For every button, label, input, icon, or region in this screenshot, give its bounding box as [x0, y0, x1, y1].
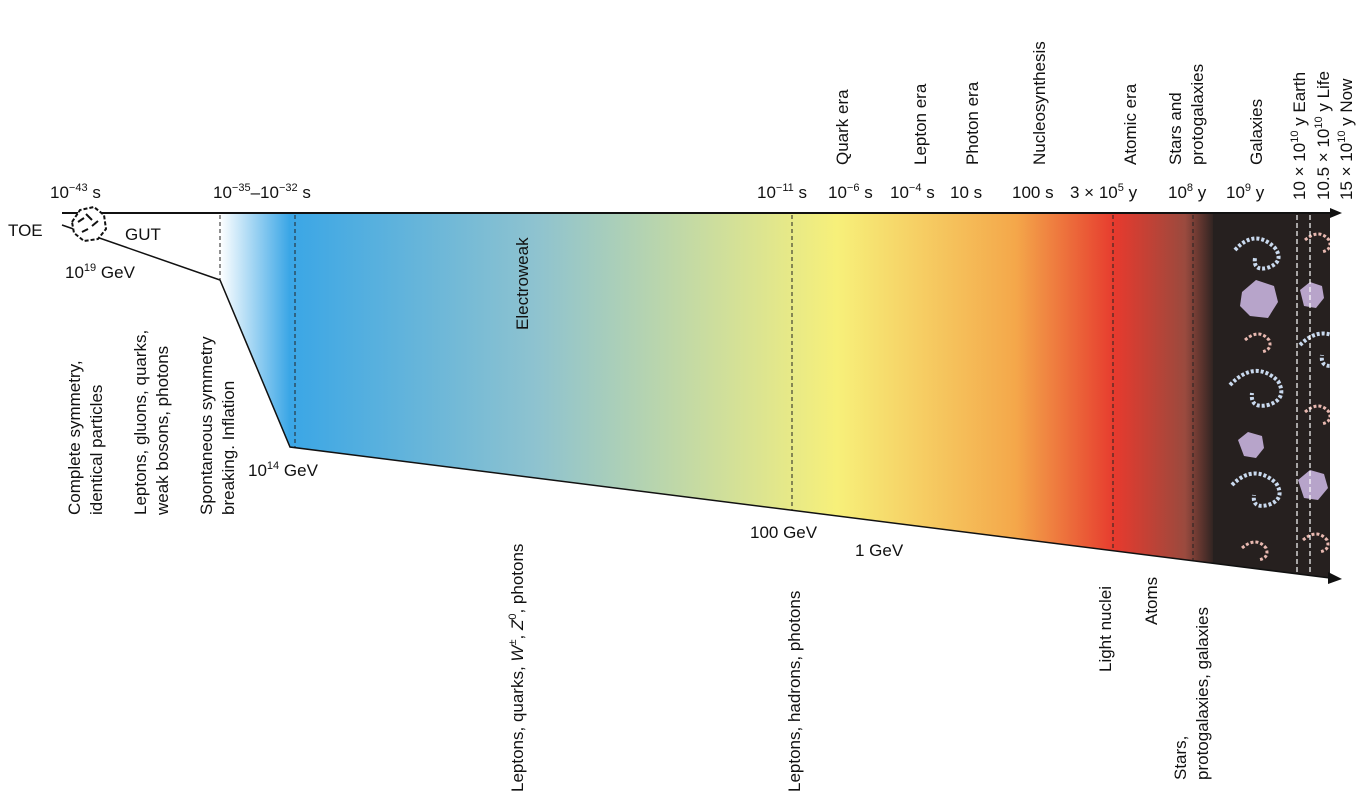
label-light-nuclei: Light nuclei: [1096, 586, 1115, 672]
label-atoms: Atoms: [1142, 577, 1161, 625]
spiral-galaxy-icon: [1304, 232, 1330, 254]
era-boundaries: [219, 215, 1194, 560]
spiral-galaxy-icon: [1304, 404, 1330, 426]
spiral-galaxy-icon: [1302, 532, 1330, 554]
spiral-galaxy-icon: [1230, 471, 1282, 508]
time-toe: 10−43 s: [50, 182, 101, 202]
time-atomic: 3 × 105 y: [1070, 182, 1138, 202]
label-leptons-hadrons: Leptons, hadrons, photons: [785, 591, 804, 792]
era-quark: Quark era: [833, 89, 852, 165]
time-quark: 10−11 s: [757, 182, 807, 202]
elliptical-galaxy-icon: [1298, 470, 1328, 500]
label-spont-1: Spontaneous symmetry: [197, 336, 216, 515]
bottom-labels: Complete symmetry, identical particles L…: [65, 330, 1212, 792]
time-lepton: 10−6 s: [828, 182, 873, 202]
elliptical-galaxy-icon: [1240, 280, 1278, 318]
spiral-galaxy-icon: [1241, 540, 1269, 562]
era-life: 10.5 × 1010 y Life: [1313, 71, 1333, 200]
label-toe: TOE: [8, 221, 43, 240]
era-nucleosynthesis: Nucleosynthesis: [1030, 41, 1049, 165]
label-leptons-quarks-bosons: Leptons, quarks, W±, Z0, photons: [507, 544, 527, 792]
era-atomic: Atomic era: [1121, 83, 1140, 165]
label-complete-2: identical particles: [87, 385, 106, 515]
era-stars-line2: protogalaxies: [1188, 64, 1207, 165]
label-gut: GUT: [125, 225, 161, 244]
timeline-arrow-bottom: [1328, 572, 1342, 584]
era-wedge: [220, 213, 1330, 578]
spiral-galaxy-icon: [1244, 332, 1272, 354]
label-complete-1: Complete symmetry,: [65, 360, 84, 515]
time-gut: 10−35–10−32 s: [213, 182, 311, 202]
label-leptons-1: Leptons, gluons, quarks,: [131, 330, 150, 515]
label-spont-2: breaking. Inflation: [219, 381, 238, 515]
spiral-galaxy-icon: [1228, 369, 1284, 408]
label-energy-1: 1 GeV: [855, 541, 904, 560]
galaxy-region: [1213, 213, 1330, 578]
time-photon: 10−4 s: [890, 182, 935, 202]
toe-blob-icon: [70, 205, 108, 243]
galaxy-boundaries: [1296, 215, 1311, 574]
time-stars: 108 y: [1168, 182, 1207, 202]
label-energy-14: 1014 GeV: [248, 460, 319, 480]
label-electroweak: Electroweak: [513, 237, 532, 330]
label-stars-galaxies-2: protogalaxies, galaxies: [1193, 607, 1212, 780]
galaxy-images: [1228, 232, 1330, 562]
era-galaxies: Galaxies: [1247, 99, 1266, 165]
elliptical-galaxy-icon: [1300, 282, 1324, 308]
era-earth: 10 × 1010 y Earth: [1289, 72, 1309, 200]
era-names: Quark era Lepton era Photon era Nucleosy…: [833, 41, 1356, 200]
time-10s: 10 s: [950, 183, 982, 202]
wedge-lower-edge: [61, 224, 1331, 579]
label-energy-19: 1019 GeV: [65, 262, 136, 282]
era-lepton: Lepton era: [911, 83, 930, 165]
era-photon: Photon era: [963, 81, 982, 165]
spiral-galaxy-icon: [1298, 331, 1330, 368]
time-100s: 100 s: [1012, 183, 1054, 202]
time-galaxies: 109 y: [1226, 182, 1265, 202]
era-now: 15 × 1010 y Now: [1336, 78, 1356, 200]
era-stars-line1: Stars and: [1166, 92, 1185, 165]
label-stars-galaxies-1: Stars,: [1171, 736, 1190, 780]
elliptical-galaxy-icon: [1238, 432, 1264, 458]
label-energy-100: 100 GeV: [750, 523, 818, 542]
label-leptons-2: weak bosons, photons: [153, 346, 172, 516]
timeline-arrow-top: [1330, 208, 1342, 218]
